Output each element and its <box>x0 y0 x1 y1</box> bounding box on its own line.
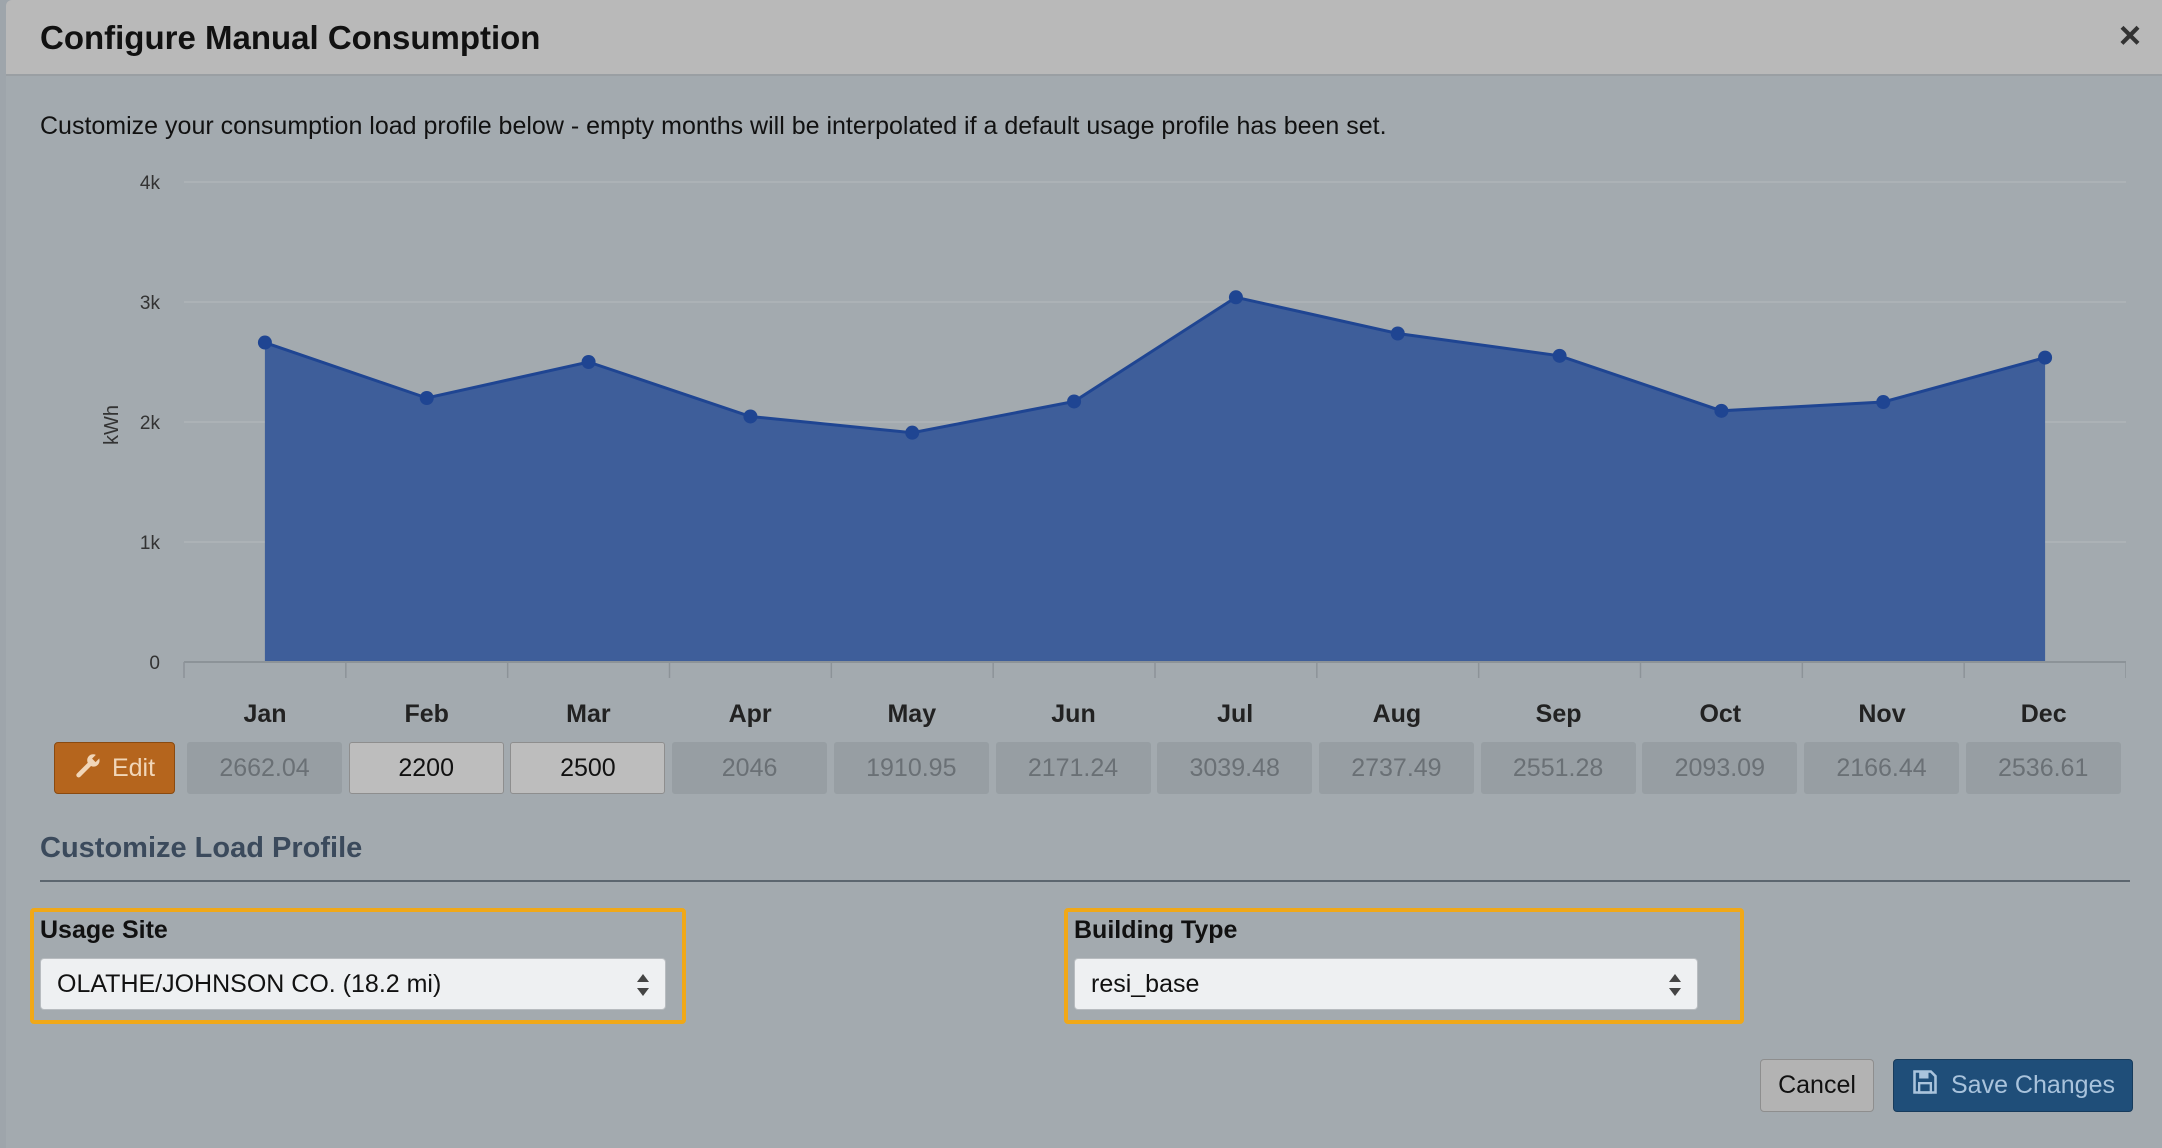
data-point-jun[interactable] <box>1067 394 1082 409</box>
building-type-label: Building Type <box>1074 916 1238 944</box>
month-value-input-oct <box>1642 742 1798 794</box>
data-point-sep[interactable] <box>1552 348 1567 363</box>
usage-site-label: Usage Site <box>40 916 168 944</box>
month-labels: Jan Feb Mar Apr May Jun Jul Aug Sep Oct Nov Dec <box>184 700 2124 732</box>
cancel-button[interactable]: Cancel <box>1760 1059 1874 1112</box>
month-label-oct: Oct <box>1699 700 1742 728</box>
month-value-input-dec <box>1965 742 2121 794</box>
wrench-icon <box>74 751 102 786</box>
y-axis-label: kWh <box>101 405 123 445</box>
usage-site-value: OLATHE/JOHNSON CO. (18.2 mi) <box>57 969 442 998</box>
usage-site-field: Usage Site OLATHE/JOHNSON CO. (18.2 mi) <box>30 908 686 1024</box>
data-point-nov[interactable] <box>1876 395 1891 410</box>
month-label-dec: Dec <box>2020 700 2067 728</box>
y-tick-label: 3k <box>140 293 161 314</box>
select-arrows-icon <box>637 974 649 996</box>
modal-title: Configure Manual Consumption <box>40 19 541 56</box>
month-label-jan: Jan <box>243 700 287 728</box>
edit-button-label: Edit <box>111 753 156 782</box>
month-value-input-may <box>833 742 989 794</box>
month-value-input-nov <box>1804 742 1959 794</box>
save-changes-button[interactable]: Save Changes <box>1893 1059 2133 1112</box>
month-label-may: May <box>887 700 937 728</box>
configure-consumption-modal: Configure Manual Consumption × Customize… <box>6 0 2162 1148</box>
month-value-input-mar[interactable] <box>510 742 666 794</box>
modal-description: Customize your consumption load profile … <box>40 112 1387 140</box>
month-value-input-jun <box>995 742 1151 794</box>
save-changes-label: Save Changes <box>1950 1071 2115 1099</box>
month-value-input-apr <box>672 742 828 794</box>
edit-button[interactable]: Edit <box>54 742 175 794</box>
modal-header: Configure Manual Consumption × <box>6 0 2162 76</box>
data-point-jan[interactable] <box>257 335 272 350</box>
month-label-mar: Mar <box>566 700 611 728</box>
monthly-values-row <box>184 742 2124 794</box>
data-point-jul[interactable] <box>1228 290 1243 305</box>
data-point-apr[interactable] <box>743 409 758 424</box>
close-button[interactable]: × <box>2112 17 2148 55</box>
month-label-aug: Aug <box>1372 700 1422 728</box>
month-label-apr: Apr <box>728 700 772 728</box>
month-label-sep: Sep <box>1535 700 1582 728</box>
month-value-input-jul <box>1157 742 1313 794</box>
section-divider <box>40 880 2130 882</box>
month-value-input-jan <box>187 742 342 794</box>
building-type-select[interactable]: resi_base <box>1074 958 1698 1010</box>
month-label-jun: Jun <box>1051 700 1096 728</box>
consumption-area-chart: 0 1k 2k 3k 4k kWh <box>101 173 2126 678</box>
month-label-jul: Jul <box>1217 700 1254 728</box>
y-tick-label: 2k <box>140 413 161 434</box>
area-fill <box>264 297 2046 662</box>
y-tick-label: 0 <box>149 653 160 674</box>
select-arrows-icon <box>1669 974 1681 996</box>
data-point-may[interactable] <box>905 425 920 440</box>
month-value-input-feb[interactable] <box>348 742 504 794</box>
data-point-feb[interactable] <box>419 391 434 405</box>
data-point-aug[interactable] <box>1390 326 1405 341</box>
y-tick-label: 4k <box>140 173 161 194</box>
data-point-dec[interactable] <box>2038 350 2053 365</box>
month-label-nov: Nov <box>1858 700 1906 728</box>
building-type-field: Building Type resi_base <box>1064 908 1744 1024</box>
section-title: Customize Load Profile <box>40 832 363 864</box>
usage-site-select[interactable]: OLATHE/JOHNSON CO. (18.2 mi) <box>40 958 666 1010</box>
floppy-disk-icon <box>1911 1068 1939 1103</box>
month-label-feb: Feb <box>404 700 449 728</box>
month-value-input-sep <box>1480 742 1636 794</box>
y-tick-label: 1k <box>140 533 161 554</box>
building-type-value: resi_base <box>1091 969 1200 998</box>
series-line <box>264 295 2046 435</box>
month-value-input-aug <box>1318 742 1474 794</box>
data-point-oct[interactable] <box>1714 403 1729 418</box>
data-point-mar[interactable] <box>581 355 596 369</box>
